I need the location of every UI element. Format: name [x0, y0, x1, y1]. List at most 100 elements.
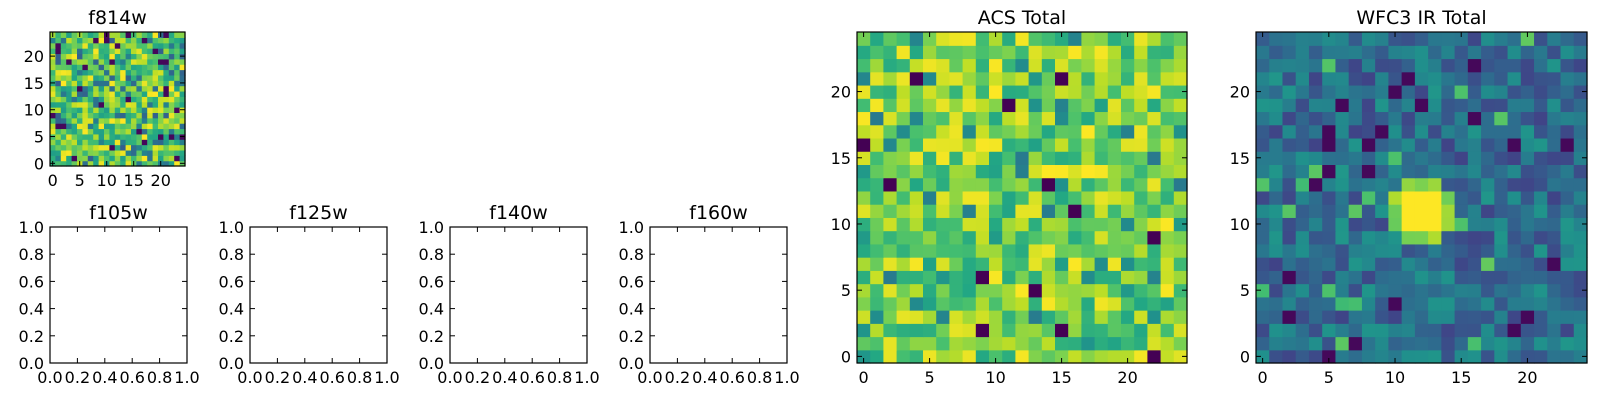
heatmap-cell — [1573, 204, 1588, 218]
heatmap-cell — [55, 107, 62, 113]
heatmap-cell — [147, 117, 154, 124]
heatmap-cell — [93, 90, 100, 97]
heatmap-cell — [1256, 217, 1270, 232]
heatmap-cell — [870, 137, 884, 152]
heatmap-cell — [1173, 243, 1188, 258]
y-tick-label: 5 — [1240, 281, 1250, 300]
y-tick-label: 15 — [831, 149, 851, 168]
heatmap-cell — [896, 151, 911, 165]
heatmap-cell — [870, 190, 884, 205]
heatmap-cell — [962, 270, 977, 285]
heatmap-cell — [77, 107, 83, 113]
y-tick-label: 1.0 — [419, 218, 444, 237]
heatmap-cell — [1573, 190, 1588, 205]
heatmap-cell — [909, 124, 924, 139]
heatmap-cell — [93, 133, 100, 140]
heatmap-cell — [82, 80, 89, 87]
heatmap-cell — [87, 96, 94, 103]
heatmap-cell — [1534, 270, 1548, 285]
heatmap-cell — [1467, 177, 1482, 192]
heatmap-cell — [1068, 243, 1082, 258]
heatmap-cell — [1081, 151, 1096, 165]
heatmap-cell — [50, 37, 56, 44]
heatmap-cell — [896, 58, 911, 73]
heatmap-cell — [1147, 336, 1162, 351]
heatmap-cell — [1028, 84, 1043, 99]
heatmap-cell — [1269, 217, 1284, 232]
heatmap-cell — [98, 112, 105, 119]
heatmap-cell — [1041, 164, 1056, 179]
heatmap-cell — [1520, 243, 1535, 258]
heatmap-cell — [962, 204, 977, 218]
heatmap-cell — [1534, 336, 1548, 351]
heatmap-cell — [1160, 270, 1175, 285]
heatmap-cell — [98, 128, 105, 135]
heatmap-cell — [125, 69, 132, 76]
heatmap-cell — [1335, 137, 1350, 152]
heatmap-cell — [1428, 84, 1442, 99]
heatmap-cell — [1335, 323, 1350, 338]
heatmap-cell — [989, 217, 1003, 232]
heatmap-cell — [1107, 217, 1122, 232]
heatmap-cell — [87, 74, 94, 81]
heatmap-cell — [1055, 217, 1069, 232]
heatmap-cell — [1308, 190, 1323, 205]
heatmap-cell — [1147, 137, 1162, 152]
heatmap-cell — [1308, 283, 1323, 298]
heatmap-cell — [1121, 230, 1135, 245]
heatmap-cell — [163, 160, 170, 167]
heatmap-cell — [1375, 310, 1389, 324]
heatmap-cell — [125, 133, 132, 140]
heatmap-cell — [77, 58, 83, 65]
heatmap-cell — [174, 48, 181, 55]
heatmap-cell — [1335, 349, 1350, 364]
x-tick-label: 0 — [48, 171, 58, 190]
heatmap-cell — [1507, 257, 1522, 271]
heatmap-cell — [168, 144, 175, 151]
x-tick-label: 1.0 — [374, 368, 399, 387]
heatmap-cell — [909, 137, 924, 152]
heatmap-cell — [1134, 204, 1148, 218]
heatmap-cell — [1467, 270, 1482, 285]
heatmap-cell — [1414, 84, 1429, 99]
heatmap-cell — [1494, 257, 1509, 271]
heatmap-cell — [109, 155, 116, 162]
heatmap-cell — [141, 96, 148, 103]
heatmap-cell — [870, 84, 884, 99]
heatmap-cell — [1467, 32, 1482, 46]
heatmap-cell — [168, 123, 175, 130]
heatmap-cell — [114, 128, 121, 135]
heatmap-cell — [1560, 243, 1575, 258]
heatmap-cell — [125, 80, 132, 87]
heatmap-cell — [1428, 137, 1442, 152]
heatmap-cell — [1134, 296, 1148, 311]
heatmap-cell — [114, 53, 121, 60]
heatmap-cell — [87, 107, 94, 113]
heatmap-cell — [1534, 257, 1548, 271]
heatmap-cell — [1256, 336, 1270, 351]
heatmap-cell — [50, 155, 56, 162]
heatmap-cell — [82, 117, 89, 124]
axes-frame — [449, 226, 588, 364]
heatmap-cell — [1414, 296, 1429, 311]
heatmap-cell — [152, 101, 159, 108]
heatmap-cell — [1454, 217, 1469, 232]
heatmap-cell — [975, 32, 990, 46]
heatmap-cell — [1573, 217, 1588, 232]
heatmap-cell — [1534, 177, 1548, 192]
heatmap-cell — [1481, 71, 1495, 86]
heatmap-cell — [1121, 111, 1135, 126]
heatmap-cell — [125, 144, 132, 151]
heatmap-cell — [174, 112, 181, 119]
heatmap-cell — [179, 139, 186, 146]
x-tick-label: 10 — [985, 368, 1005, 387]
heatmap-cell — [87, 133, 94, 140]
heatmap-cell — [1173, 204, 1188, 218]
heatmap-cell — [1335, 58, 1350, 73]
heatmap-cell — [1081, 349, 1096, 364]
heatmap-cell — [131, 53, 137, 60]
heatmap-cell — [114, 117, 121, 124]
heatmap-cell — [158, 37, 164, 44]
heatmap-cell — [1015, 283, 1030, 298]
heatmap-cell — [141, 64, 148, 71]
